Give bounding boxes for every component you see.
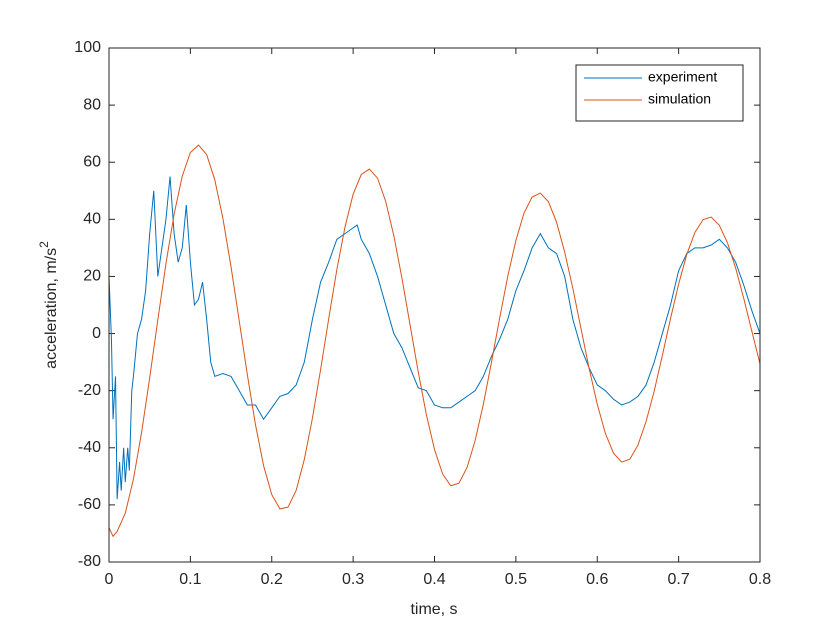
x-tick-label: 0.1 [179,571,201,588]
data-line [108,176,761,500]
y-tick-label: -20 [78,382,101,399]
y-axis-label-superscript: 2 [37,241,51,248]
y-axis-label-text: acceleration, m/s [43,248,60,369]
y-axis-label: acceleration, m/s2 [37,241,60,369]
y-tick-label: 100 [74,39,101,56]
x-tick-label: 0.3 [342,571,364,588]
y-tick-label: 80 [83,96,101,113]
x-tick-label: 0.4 [423,571,445,588]
x-tick-label: 0.2 [261,571,283,588]
y-tick-label: 60 [83,153,101,170]
legend-label: simulation [648,91,711,107]
x-axis-label: time, s [410,601,457,618]
legend-label: experiment [648,69,717,85]
plot-frame [108,47,761,563]
data-line [108,144,761,538]
x-tick-label: 0.6 [586,571,608,588]
y-tick-label: 40 [83,211,101,228]
y-tick-label: 20 [83,268,101,285]
x-tick-label: 0 [105,571,114,588]
x-tick-label: 0.5 [505,571,527,588]
x-tick-label: 0.7 [668,571,690,588]
x-tick-label: 0.8 [749,571,771,588]
y-tick-label: 0 [92,325,101,342]
legend-box [575,64,744,122]
y-tick-label: -40 [78,439,101,456]
y-tick-label: -80 [78,553,101,570]
y-tick-label: -60 [78,496,101,513]
